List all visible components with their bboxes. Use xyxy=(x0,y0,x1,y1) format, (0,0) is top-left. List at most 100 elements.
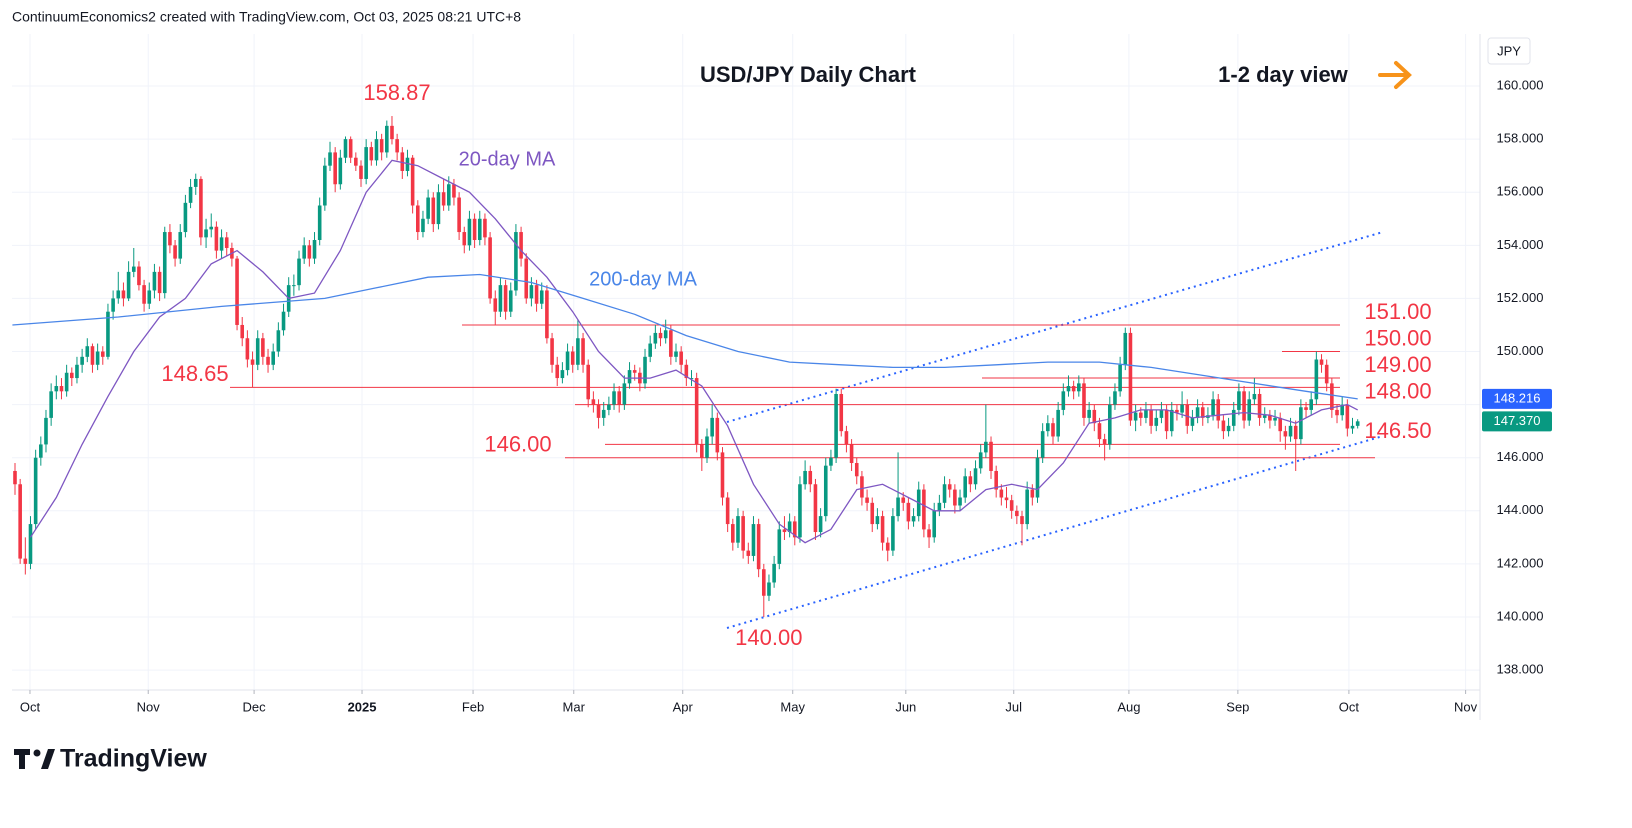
candle-body xyxy=(798,484,802,538)
candle-body xyxy=(607,404,611,410)
price-tag-label: 147.370 xyxy=(1494,413,1541,428)
candle-body xyxy=(385,125,389,153)
level-label: 150.00 xyxy=(1364,325,1431,350)
candle-body xyxy=(973,468,978,485)
candle-body xyxy=(653,332,658,344)
candle-body xyxy=(95,351,100,365)
level-label: 146.50 xyxy=(1364,418,1431,443)
candle-body xyxy=(85,346,90,357)
candle-body xyxy=(612,391,616,405)
candle-body xyxy=(1071,386,1076,392)
candle-body xyxy=(328,152,332,166)
candle-body xyxy=(1242,391,1246,421)
candle-body xyxy=(823,465,828,517)
candle-body xyxy=(483,218,487,238)
candle-body xyxy=(627,370,632,384)
candle-body xyxy=(643,356,647,384)
candle-body xyxy=(901,497,906,503)
candle-body xyxy=(126,271,131,299)
tradingview-logo xyxy=(14,749,55,769)
x-tick-label: Feb xyxy=(462,699,484,714)
level-label: 146.00 xyxy=(484,432,551,457)
candle-body xyxy=(64,372,69,392)
candle-body xyxy=(415,205,420,233)
y-tick-label: 138.000 xyxy=(1497,662,1544,677)
candle-body xyxy=(1164,409,1169,432)
candle-body xyxy=(250,359,255,365)
candle-body xyxy=(266,356,270,365)
candle-body xyxy=(28,524,33,564)
candle-body xyxy=(503,285,508,312)
candle-body xyxy=(922,489,926,530)
candle-body xyxy=(1314,359,1319,400)
candle-body xyxy=(937,502,942,511)
candle-body xyxy=(994,470,998,490)
annotation-label: 140.00 xyxy=(735,625,802,650)
candle-body xyxy=(710,417,714,437)
candle-body xyxy=(756,524,761,570)
candle-body xyxy=(1237,391,1241,410)
candle-body xyxy=(359,165,363,179)
candle-body xyxy=(508,290,513,312)
candle-body xyxy=(1128,332,1133,421)
candle-body xyxy=(364,147,368,179)
candle-body xyxy=(193,178,198,187)
candle-body xyxy=(1288,425,1293,437)
candle-body xyxy=(787,521,792,533)
candle-body xyxy=(1268,415,1272,421)
series-label: 20-day MA xyxy=(459,148,556,170)
candle-body xyxy=(1252,393,1257,400)
candle-body xyxy=(524,258,529,299)
candle-body xyxy=(1283,431,1288,437)
candle-body xyxy=(395,139,399,153)
candle-body xyxy=(204,229,208,238)
candle-body xyxy=(374,139,379,161)
candle-body xyxy=(1200,407,1205,418)
candle-body xyxy=(891,516,895,551)
candle-body xyxy=(1066,386,1071,392)
candle-body xyxy=(829,457,833,466)
candle-body xyxy=(978,452,983,469)
candle-body xyxy=(860,476,864,498)
candle-body xyxy=(100,351,105,357)
candle-body xyxy=(1185,404,1190,426)
candle-body xyxy=(844,431,849,445)
candle-body xyxy=(168,232,172,246)
candle-body xyxy=(1077,383,1081,392)
candle-body xyxy=(1149,409,1153,426)
candle-body xyxy=(736,516,740,543)
candle-body xyxy=(1113,391,1117,405)
candle-body xyxy=(224,237,229,248)
candle-body xyxy=(601,409,606,418)
candle-body xyxy=(1015,510,1019,517)
candle-body xyxy=(746,550,751,556)
candle-body xyxy=(59,386,64,392)
candle-body xyxy=(1330,383,1334,410)
candle-body xyxy=(90,346,95,365)
candle-body xyxy=(1169,409,1174,432)
candle-body xyxy=(648,343,652,357)
candle-body xyxy=(431,197,436,225)
candle-body xyxy=(1123,332,1128,365)
candle-body xyxy=(323,165,327,206)
candle-body xyxy=(751,524,756,556)
candle-body xyxy=(410,157,415,206)
candle-body xyxy=(1231,409,1236,426)
candle-body xyxy=(1355,421,1360,426)
x-tick-label: 2025 xyxy=(348,699,377,714)
candle-body xyxy=(488,237,492,299)
candle-body xyxy=(963,476,967,498)
candle-body xyxy=(570,351,575,365)
candle-body xyxy=(276,330,281,352)
candle-body xyxy=(1211,399,1215,416)
candle-body xyxy=(932,510,937,538)
candle-body xyxy=(545,290,549,339)
header: ContinuumEconomics2 created with Trading… xyxy=(12,9,521,25)
candle-body xyxy=(106,311,110,357)
candle-body xyxy=(183,202,188,233)
x-tick-label: Oct xyxy=(20,699,41,714)
candle-body xyxy=(777,529,782,564)
footer-brand: TradingView xyxy=(60,745,207,773)
candle-body xyxy=(245,338,250,360)
candle-body xyxy=(813,484,818,533)
